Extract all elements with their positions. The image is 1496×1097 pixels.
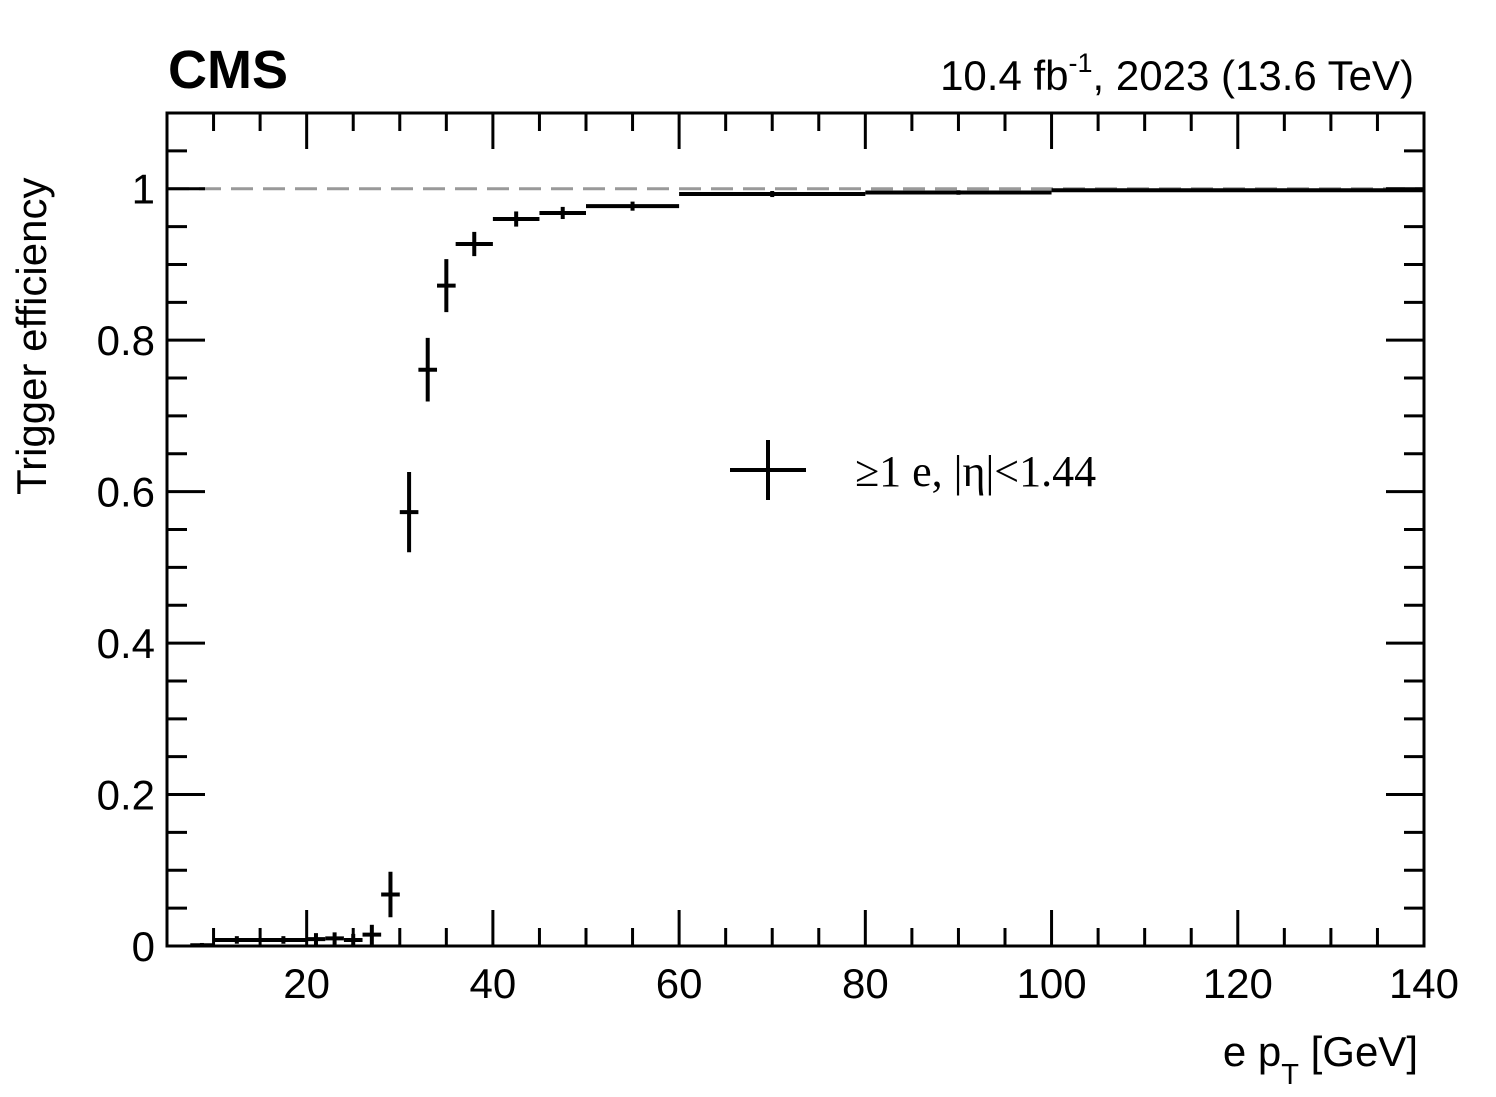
- x-label-text: [GeV]: [1299, 1028, 1418, 1075]
- lumi-sup: -1: [1069, 48, 1093, 78]
- x-tick-label: 60: [656, 960, 703, 1007]
- y-tick-label: 0.6: [97, 469, 155, 516]
- x-label-text: e p: [1223, 1028, 1281, 1075]
- x-tick-label: 120: [1203, 960, 1273, 1007]
- x-tick-label: 20: [283, 960, 330, 1007]
- plot-frame: [165, 111, 1426, 948]
- x-label-sub: T: [1281, 1059, 1299, 1091]
- y-tick-label: 0.2: [97, 772, 155, 819]
- y-tick-label: 0: [132, 923, 155, 970]
- y-tick-label: 1: [132, 166, 155, 213]
- legend-label: ≥1 e, |η|<1.44: [855, 447, 1096, 496]
- lumi-label: 10.4 fb-1, 2023 (13.6 TeV): [940, 48, 1414, 99]
- lumi-text: , 2023 (13.6 TeV): [1093, 52, 1414, 99]
- x-axis-label: e pT [GeV]: [1223, 1028, 1418, 1091]
- x-tick-label: 40: [470, 960, 517, 1007]
- x-tick-label: 100: [1017, 960, 1087, 1007]
- y-axis-label: Trigger efficiency: [8, 178, 55, 495]
- experiment-label: CMS: [168, 40, 288, 100]
- y-tick-label: 0.8: [97, 317, 155, 364]
- lumi-text: 10.4 fb: [940, 52, 1068, 99]
- x-tick-label: 140: [1389, 960, 1459, 1007]
- y-tick-label: 0.4: [97, 620, 155, 667]
- x-tick-label: 80: [842, 960, 889, 1007]
